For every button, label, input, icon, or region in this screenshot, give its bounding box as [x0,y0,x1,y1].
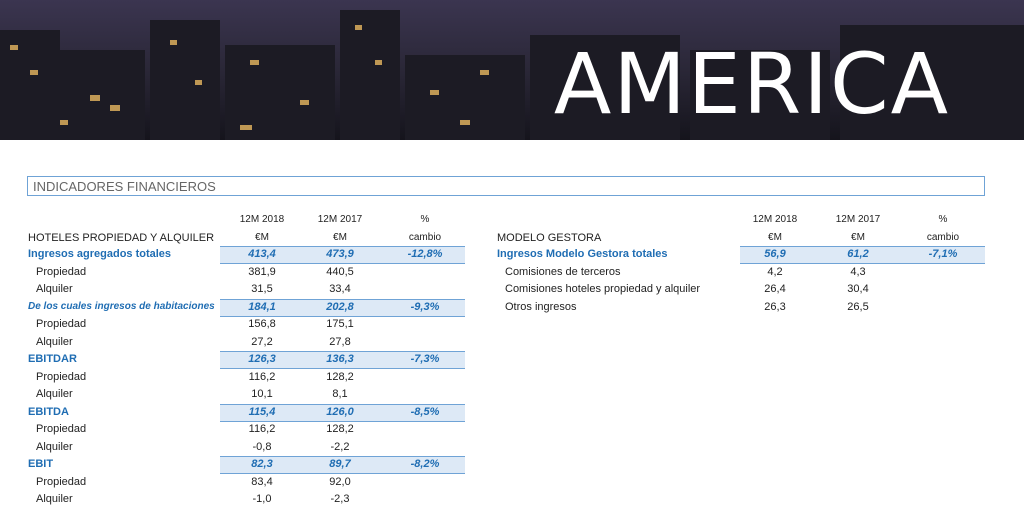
row-label: Alquiler [36,335,73,348]
column-header: % [420,214,430,225]
cell-value: 202,8 [326,300,354,313]
cell-value: -2,2 [330,440,350,453]
unit-header: €M [333,232,347,243]
row-label: Otros ingresos [505,300,577,313]
cell-value: 8,1 [332,388,348,400]
cell-value: -8,5% [410,405,440,418]
cell-value: 61,2 [847,248,869,260]
column-header: 12M 2017 [835,214,881,225]
unit-header: cambio [926,232,960,243]
cell-value: 26,4 [764,283,786,295]
cell-value: 128,2 [326,423,354,435]
cell-value: -9,3% [410,300,440,313]
unit-header: €M [768,232,782,243]
cell-value: -0,8 [252,440,272,453]
cell-value: 184,1 [248,300,276,313]
cell-value: 126,3 [248,353,276,365]
row-label: Propiedad [36,265,87,278]
cell-value: 56,9 [764,248,786,260]
cell-value: 4,2 [767,265,783,278]
banner-title: AMERICA [554,35,950,133]
cell-value: 128,2 [326,370,354,383]
row-label: Ingresos agregados totales [28,248,172,260]
cell-value: 116,2 [248,370,276,383]
table-header-label: MODELO GESTORA [497,232,602,244]
cell-value: 440,5 [326,265,354,278]
cell-value: 30,4 [847,283,869,295]
row-label: EBITDAR [28,353,77,365]
row-label: Propiedad [36,318,87,330]
cell-value: -7,1% [928,248,958,260]
row-label: Propiedad [36,423,87,435]
row-label: Comisiones de terceros [505,265,621,278]
unit-header: €M [255,232,269,243]
cell-value: 92,0 [329,475,351,488]
cell-value: 126,0 [326,405,354,418]
cell-value: 4,3 [850,265,866,278]
cell-value: 31,5 [251,283,273,295]
cell-value: 89,7 [329,458,351,470]
cell-value: -7,3% [410,353,440,365]
cell-value: 83,4 [251,475,273,488]
row-label: Alquiler [36,493,73,505]
column-header: % [938,214,948,225]
cell-value: 27,2 [251,335,273,348]
cell-value: 116,2 [248,423,276,435]
row-label: EBITDA [28,405,69,418]
column-header: 12M 2017 [317,214,363,225]
cell-value: 82,3 [251,458,273,470]
row-label: De los cuales ingresos de habitaciones [28,300,215,312]
highlight-band [220,456,465,474]
cell-value: 26,5 [847,300,869,313]
cell-value: 10,1 [251,388,273,400]
row-label: EBIT [28,458,54,470]
row-label: Alquiler [36,388,73,400]
highlight-band [220,403,465,422]
row-label: Alquiler [36,440,73,453]
cell-value: 156,8 [248,318,276,330]
cell-value: 33,4 [329,283,351,295]
highlight-band [220,246,465,264]
unit-header: €M [851,232,865,243]
row-label: Ingresos Modelo Gestora totales [497,248,668,260]
section-title: INDICADORES FINANCIEROS [33,179,216,194]
highlight-band [220,298,465,317]
banner: AMERICA [0,0,1024,140]
highlight-band [740,246,985,264]
cell-value: 381,9 [248,265,276,278]
cell-value: 473,9 [326,248,354,260]
cell-value: -2,3 [330,493,350,505]
cell-value: 413,4 [248,248,276,260]
highlight-band [220,351,465,369]
cell-value: -12,8% [407,248,443,260]
cell-value: -8,2% [410,458,440,470]
row-label: Propiedad [36,475,87,488]
cell-value: 175,1 [326,318,354,330]
row-label: Comisiones hoteles propiedad y alquiler [505,283,701,295]
section-box: INDICADORES FINANCIEROS [27,176,985,196]
unit-header: cambio [408,232,442,243]
cell-value: 115,4 [248,405,276,418]
table-header-label: HOTELES PROPIEDAD Y ALQUILER [28,232,215,244]
cell-value: -1,0 [252,493,272,505]
row-label: Alquiler [36,283,73,295]
row-label: Propiedad [36,370,87,383]
cell-value: 136,3 [326,353,354,365]
column-header: 12M 2018 [239,214,285,225]
cell-value: 27,8 [329,335,351,348]
column-header: 12M 2018 [752,214,798,225]
cell-value: 26,3 [764,300,786,313]
